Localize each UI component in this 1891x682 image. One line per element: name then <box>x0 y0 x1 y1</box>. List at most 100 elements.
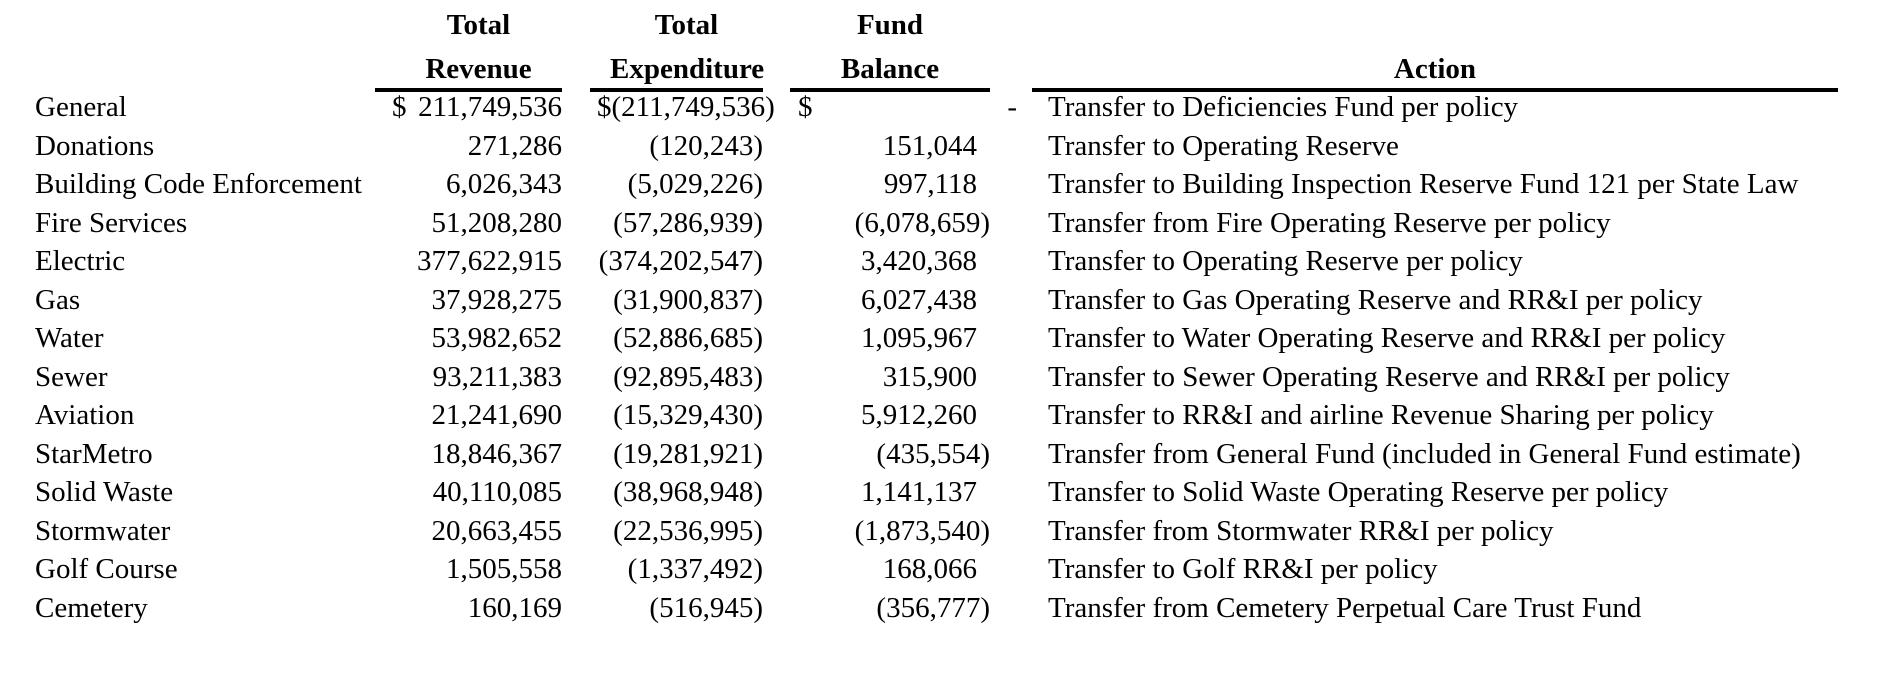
total-revenue-value: 51,208,280 <box>431 206 563 239</box>
total-expenditure-value: (374,202,547) <box>598 245 763 277</box>
total-revenue-value: 21,241,690 <box>431 399 563 431</box>
total-expenditure-value: (31,900,837) <box>613 283 763 316</box>
fund-balance-value: $ - <box>790 88 1017 127</box>
table-row-building-code-enforcement: Building Code Enforcement 6,026,343 (5,0… <box>0 165 1891 204</box>
fund-balance-value: 3,420,368 <box>861 245 977 277</box>
table-row-general: General $211,749,536 $ (211,749,536) $ - T… <box>0 88 1891 127</box>
action-text: Transfer to Golf RR&I per policy <box>1048 553 1438 585</box>
fund-balance-value: 151,044 <box>882 129 977 162</box>
fund-balance-value: 1,141,137 <box>861 476 977 508</box>
fund-name: Building Code Enforcement <box>35 168 362 200</box>
fund-balance-value: (1,873,540) <box>854 514 990 547</box>
fund-balance-value: 997,118 <box>883 168 977 200</box>
header-fund-balance-line1: Fund <box>856 9 924 41</box>
currency-symbol: $ <box>597 91 612 123</box>
total-revenue-value: 18,846,367 <box>431 437 563 470</box>
total-expenditure-value: (52,886,685) <box>613 322 763 354</box>
fund-name: Donations <box>35 129 155 162</box>
fund-balance-value: 168,066 <box>882 553 977 585</box>
fund-balance-value: 315,900 <box>882 360 977 393</box>
header-fund-balance-line2: Balance <box>790 50 990 92</box>
header-total-expenditure-line1: Total <box>654 9 719 41</box>
total-revenue-value: $211,749,536 <box>375 88 562 127</box>
fund-name: Aviation <box>35 399 135 431</box>
total-expenditure-value: (15,329,430) <box>613 399 763 431</box>
currency-symbol: $ <box>392 91 407 123</box>
fund-balance-value: (356,777) <box>876 591 990 624</box>
total-expenditure-value: (1,337,492) <box>627 553 763 585</box>
table-row-gas: Gas 37,928,275 (31,900,837) 6,027,438 Tr… <box>0 281 1891 320</box>
fund-name: Gas <box>35 283 81 316</box>
header-total-expenditure-line2: Expenditure <box>590 50 764 92</box>
total-revenue-value: 160,169 <box>467 591 562 624</box>
table-header-row-2: Revenue Expenditure Balance Action <box>0 50 1891 92</box>
table-row-stormwater: Stormwater 20,663,455 (22,536,995) (1,87… <box>0 512 1891 551</box>
total-revenue-value: 93,211,383 <box>432 360 562 393</box>
total-expenditure-value: (22,536,995) <box>613 514 763 547</box>
total-revenue-value: 20,663,455 <box>431 514 563 547</box>
action-text: Transfer to RR&I and airline Revenue Sha… <box>1048 399 1714 431</box>
action-text: Transfer to Building Inspection Reserve … <box>1048 168 1799 200</box>
fund-name: Cemetery <box>35 591 148 624</box>
fund-balance-value: (435,554) <box>876 437 990 470</box>
total-expenditure-value: (5,029,226) <box>627 168 763 200</box>
total-expenditure-value: (92,895,483) <box>613 360 763 393</box>
total-revenue-value: 40,110,085 <box>432 476 562 508</box>
expenditure-amount: (211,749,536) <box>611 91 775 123</box>
table-row-aviation: Aviation 21,241,690 (15,329,430) 5,912,2… <box>0 396 1891 435</box>
total-revenue-value: 6,026,343 <box>446 168 562 200</box>
table-row-water: Water 53,982,652 (52,886,685) 1,095,967 … <box>0 319 1891 358</box>
total-expenditure-value: (516,945) <box>649 591 763 624</box>
action-text: Transfer to Gas Operating Reserve and RR… <box>1048 283 1703 316</box>
action-text: Transfer to Solid Waste Operating Reserv… <box>1048 476 1669 508</box>
fund-balance-value: 6,027,438 <box>861 283 977 316</box>
fund-name: General <box>35 91 127 123</box>
total-expenditure-value: (57,286,939) <box>613 206 763 239</box>
table-row-donations: Donations 271,286 (120,243) 151,044 Tran… <box>0 127 1891 166</box>
table-row-sewer: Sewer 93,211,383 (92,895,483) 315,900 Tr… <box>0 358 1891 397</box>
total-revenue-value: 271,286 <box>467 129 562 162</box>
total-expenditure-value: (38,968,948) <box>613 476 763 508</box>
currency-symbol: $ <box>798 91 813 123</box>
action-text: Transfer to Water Operating Reserve and … <box>1048 322 1726 354</box>
action-text: Transfer from General Fund (included in … <box>1048 437 1801 470</box>
table-row-cemetery: Cemetery 160,169 (516,945) (356,777) Tra… <box>0 589 1891 628</box>
table-row-golf-course: Golf Course 1,505,558 (1,337,492) 168,06… <box>0 550 1891 589</box>
total-revenue-value: 1,505,558 <box>446 553 562 585</box>
balance-amount: - <box>1007 91 1017 123</box>
total-revenue-value: 53,982,652 <box>431 322 563 354</box>
fund-balance-value: (6,078,659) <box>854 206 990 239</box>
total-expenditure-value: (19,281,921) <box>613 437 763 470</box>
total-expenditure-value: (120,243) <box>649 129 763 162</box>
total-revenue-value: 377,622,915 <box>417 245 562 277</box>
fund-name: StarMetro <box>35 437 153 470</box>
fund-name: Stormwater <box>35 514 171 547</box>
revenue-amount: 211,749,536 <box>418 91 562 123</box>
fund-name: Sewer <box>35 360 108 393</box>
action-text: Transfer to Sewer Operating Reserve and … <box>1048 360 1730 393</box>
action-text: Transfer to Deficiencies Fund per policy <box>1048 91 1519 123</box>
action-text: Transfer from Cemetery Perpetual Care Tr… <box>1048 591 1642 624</box>
fund-summary-table: Total Total Fund Revenue Expenditure Bal… <box>0 0 1891 628</box>
total-revenue-value: 37,928,275 <box>431 283 563 316</box>
fund-name: Fire Services <box>35 206 188 239</box>
action-text: Transfer to Operating Reserve <box>1048 129 1399 162</box>
fund-name: Water <box>35 322 104 354</box>
fund-balance-value: 1,095,967 <box>861 322 977 354</box>
table-row-fire-services: Fire Services 51,208,280 (57,286,939) (6… <box>0 204 1891 243</box>
header-total-revenue-line2: Revenue <box>375 50 562 92</box>
fund-name: Golf Course <box>35 553 178 585</box>
table-row-starmetro: StarMetro 18,846,367 (19,281,921) (435,5… <box>0 435 1891 474</box>
total-expenditure-value: $ (211,749,536) <box>590 88 775 127</box>
fund-name: Electric <box>35 245 126 277</box>
table-row-solid-waste: Solid Waste 40,110,085 (38,968,948) 1,14… <box>0 473 1891 512</box>
header-action: Action <box>1032 50 1838 92</box>
fund-balance-value: 5,912,260 <box>861 399 977 431</box>
action-text: Transfer from Fire Operating Reserve per… <box>1048 206 1611 239</box>
action-text: Transfer from Stormwater RR&I per policy <box>1048 514 1554 547</box>
fund-name: Solid Waste <box>35 476 174 508</box>
table-row-electric: Electric 377,622,915 (374,202,547) 3,420… <box>0 242 1891 281</box>
action-text: Transfer to Operating Reserve per policy <box>1048 245 1523 277</box>
table-header-row-1: Total Total Fund <box>0 0 1891 50</box>
header-total-revenue-line1: Total <box>446 9 511 41</box>
